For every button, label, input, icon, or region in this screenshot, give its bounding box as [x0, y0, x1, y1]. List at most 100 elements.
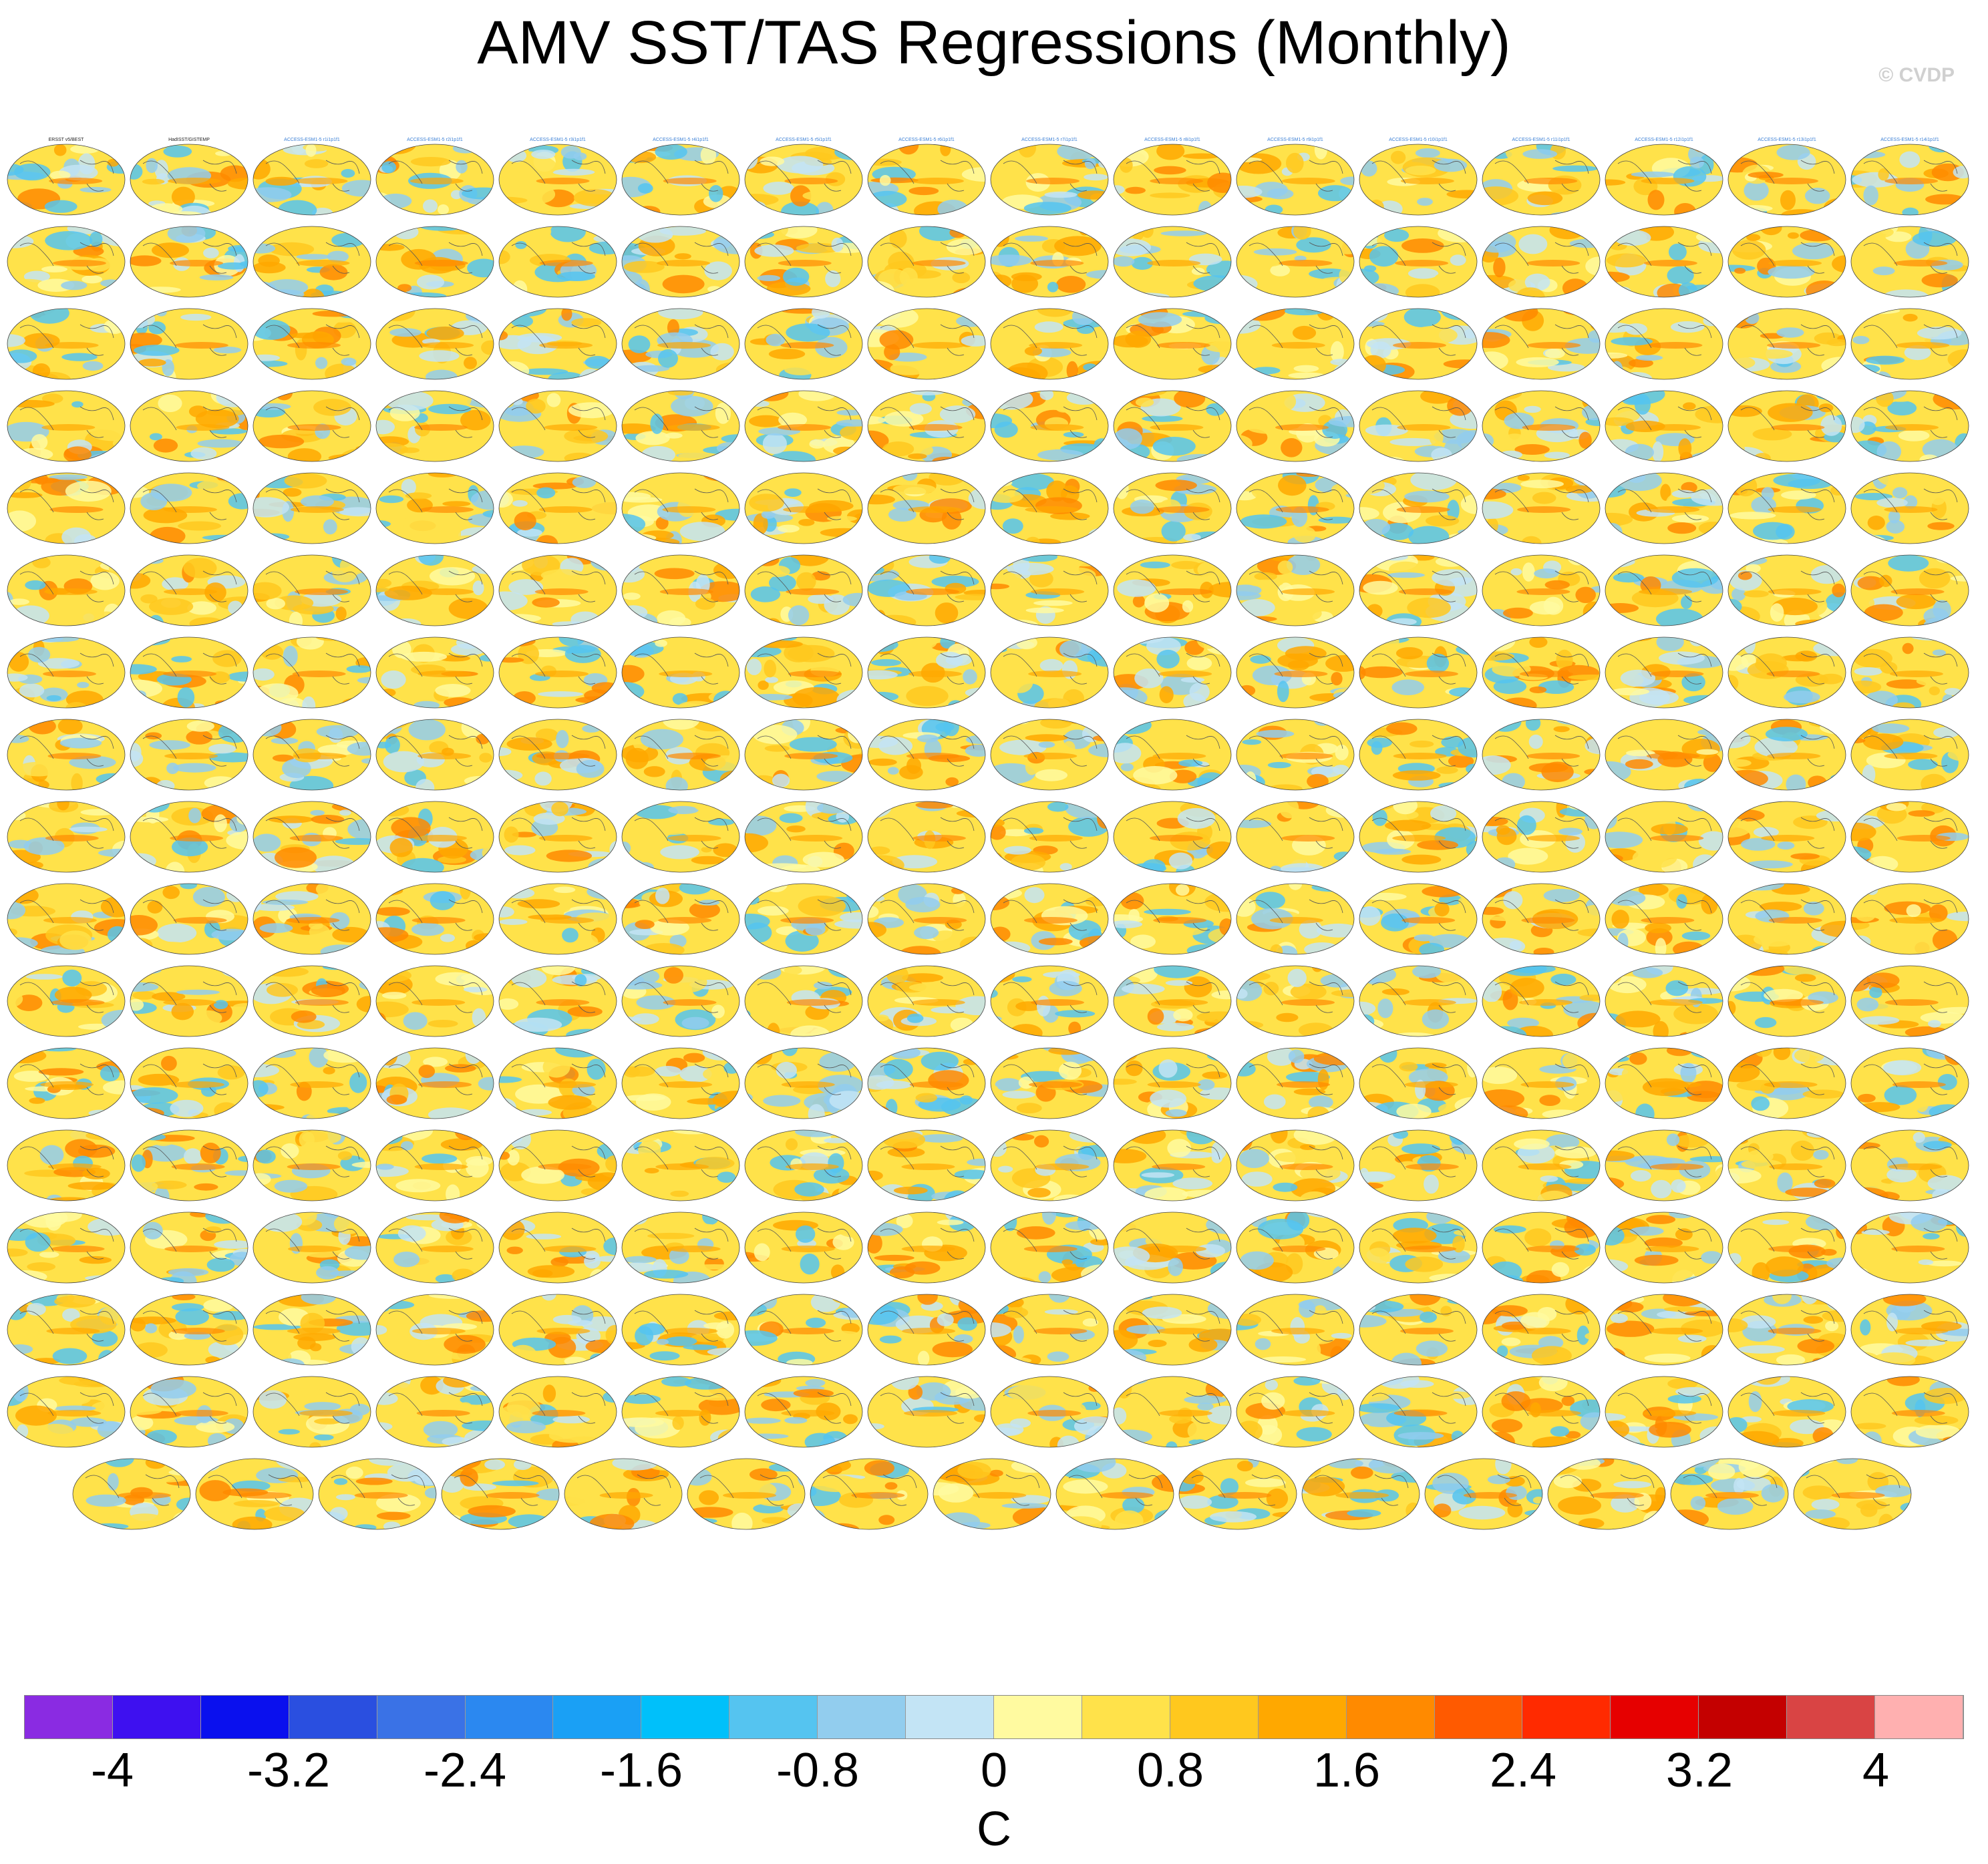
regression-map-panel — [1482, 630, 1601, 709]
regression-map-panel — [253, 1287, 371, 1366]
regression-map-panel — [1236, 1369, 1355, 1448]
regression-map-panel — [990, 301, 1109, 380]
panel-label: ACCESS-ESM1-5 r13i1p1f1 — [1758, 138, 1816, 142]
regression-map-panel — [744, 876, 863, 955]
regression-map-panel: ERSST v5/BEST — [7, 137, 126, 216]
regression-map-panel — [1482, 383, 1601, 462]
regression-map-panel — [1113, 794, 1232, 873]
colorbar-tick-label: 4 — [1862, 1744, 1890, 1797]
regression-map-panel — [1113, 548, 1232, 626]
regression-map-panel — [687, 1451, 806, 1530]
regression-map-panel — [1605, 1205, 1723, 1284]
regression-map-panel — [130, 301, 248, 380]
regression-map-panel — [375, 1287, 494, 1366]
regression-map-panel — [867, 712, 986, 791]
regression-map-panel — [990, 630, 1109, 709]
regression-map-panel — [1547, 1451, 1666, 1530]
colorbar-tick-label: 1.6 — [1313, 1744, 1381, 1797]
regression-map-panel — [1359, 548, 1478, 626]
regression-map-panel — [621, 1205, 740, 1284]
regression-map-panel — [441, 1451, 560, 1530]
regression-map-panel — [498, 1369, 617, 1448]
panel-label: ACCESS-ESM1-5 r10i1p1f1 — [1389, 138, 1448, 142]
regression-map-panel — [1727, 958, 1846, 1037]
regression-map-panel — [621, 465, 740, 544]
regression-map-panel — [621, 630, 740, 709]
regression-map-panel: ACCESS-ESM1-5 r12i1p1f1 — [1605, 137, 1723, 216]
colorbar-box — [641, 1696, 730, 1738]
regression-map-panel — [1727, 219, 1846, 298]
regression-map-panel — [867, 1287, 986, 1366]
regression-map-panel — [1359, 958, 1478, 1037]
regression-map-panel: ACCESS-ESM1-5 r13i1p1f1 — [1727, 137, 1846, 216]
regression-map-panel — [1482, 958, 1601, 1037]
regression-map-panel — [7, 301, 126, 380]
regression-map-panel — [1850, 1041, 1969, 1119]
regression-map-panel — [744, 958, 863, 1037]
regression-map-panel — [867, 219, 986, 298]
colorbar-tick-label: -0.8 — [776, 1744, 860, 1797]
regression-map-panel — [990, 383, 1109, 462]
regression-map-panel — [130, 958, 248, 1037]
regression-map-panel — [867, 1205, 986, 1284]
regression-map-panel — [744, 630, 863, 709]
regression-map-panel — [744, 465, 863, 544]
regression-map-panel — [1178, 1451, 1297, 1530]
regression-map-panel — [7, 794, 126, 873]
regression-map-panel — [1850, 219, 1969, 298]
regression-map-panel — [867, 630, 986, 709]
regression-map-panel — [1359, 1123, 1478, 1201]
regression-map-panel — [1359, 383, 1478, 462]
regression-map-panel — [1359, 1287, 1478, 1366]
regression-map-panel — [1727, 712, 1846, 791]
regression-map-panel — [1482, 548, 1601, 626]
regression-map-panel — [744, 1123, 863, 1201]
regression-map-panel — [1850, 794, 1969, 873]
regression-map-panel — [498, 794, 617, 873]
regression-map-panel — [744, 219, 863, 298]
regression-map-panel — [253, 465, 371, 544]
regression-map-panel — [1236, 1205, 1355, 1284]
regression-map-panel — [1605, 465, 1723, 544]
regression-map-panel — [1424, 1451, 1543, 1530]
cvdp-watermark: © CVDP — [1878, 64, 1955, 86]
colorbar-tick-labels: -4 -3.2 -2.4 -1.6 -0.8 0 0.8 1.6 2.4 3.2 4 — [24, 1743, 1964, 1803]
regression-map-panel — [498, 630, 617, 709]
regression-map-panel: ACCESS-ESM1-5 r10i1p1f1 — [1359, 137, 1478, 216]
regression-map-panel — [195, 1451, 314, 1530]
regression-map-panel — [1850, 301, 1969, 380]
regression-map-panel — [867, 876, 986, 955]
colorbar-box — [1875, 1696, 1963, 1738]
regression-map-panel — [7, 1205, 126, 1284]
regression-map-panel — [253, 383, 371, 462]
regression-map-panel — [1113, 1369, 1232, 1448]
regression-map-panel — [1236, 1287, 1355, 1366]
regression-map-panel — [1359, 794, 1478, 873]
regression-map-panel — [253, 301, 371, 380]
regression-map-panel — [744, 1287, 863, 1366]
colorbar-box — [553, 1696, 642, 1738]
regression-map-panel — [1113, 958, 1232, 1037]
regression-map-panel — [810, 1451, 929, 1530]
colorbar-box — [1522, 1696, 1611, 1738]
regression-map-panel — [1727, 1369, 1846, 1448]
regression-map-panel — [1236, 465, 1355, 544]
regression-map-panel — [253, 1369, 371, 1448]
regression-map-panel — [867, 383, 986, 462]
regression-map-panel: ACCESS-ESM1-5 r8i1p1f1 — [1113, 137, 1232, 216]
regression-map-panel — [7, 712, 126, 791]
regression-map-panel — [375, 958, 494, 1037]
colorbar-box — [377, 1696, 466, 1738]
regression-map-panel — [130, 876, 248, 955]
regression-map-panel — [7, 465, 126, 544]
regression-map-panel — [1113, 630, 1232, 709]
regression-map-panel — [621, 1123, 740, 1201]
colorbar-box — [1434, 1696, 1523, 1738]
regression-map-panel — [1359, 301, 1478, 380]
colorbar-tick-label: -3.2 — [246, 1744, 331, 1797]
colorbar-box — [1170, 1696, 1259, 1738]
regression-map-panel — [498, 876, 617, 955]
regression-map-panel — [744, 1369, 863, 1448]
regression-map-panel — [7, 548, 126, 626]
colorbar-box — [1787, 1696, 1876, 1738]
